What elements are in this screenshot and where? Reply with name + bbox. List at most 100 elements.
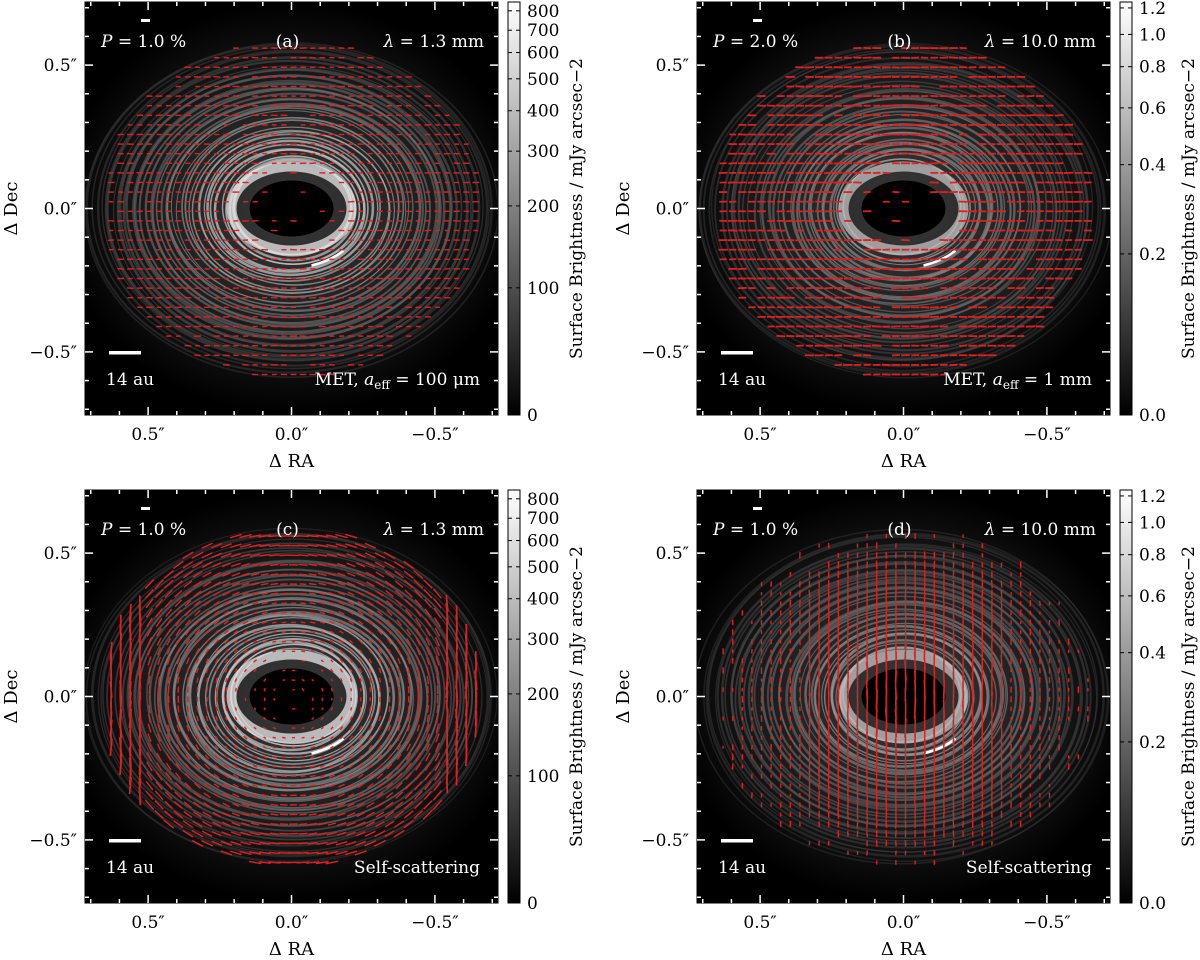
polarization-vector bbox=[202, 820, 213, 828]
x-tick-label: −0.5″ bbox=[1023, 425, 1071, 445]
polarization-vector bbox=[914, 799, 917, 811]
polarization-vector bbox=[202, 811, 212, 818]
disk-ring bbox=[730, 554, 1074, 834]
polarization-vector bbox=[258, 534, 272, 538]
polarization-vector bbox=[396, 762, 403, 771]
x-tick-label: 0.5″ bbox=[131, 913, 164, 933]
disk-ring bbox=[119, 69, 463, 347]
polarization-vector bbox=[346, 562, 356, 568]
polarization-vector bbox=[211, 830, 222, 837]
polarization-vector bbox=[1000, 761, 1003, 772]
polarization-variable: P bbox=[100, 32, 113, 52]
polarization-vector bbox=[368, 735, 373, 741]
polarization-vector bbox=[328, 812, 336, 817]
polarization-vector bbox=[330, 687, 333, 692]
disk-ring bbox=[214, 632, 374, 762]
polarization-value: = 1.0 % bbox=[112, 520, 186, 540]
polarization-vector bbox=[176, 666, 180, 675]
polarization-vector bbox=[827, 598, 830, 608]
polarization-vector bbox=[243, 764, 248, 769]
polarization-vector bbox=[253, 745, 258, 749]
polarization-vector bbox=[415, 743, 421, 752]
polarization-vector bbox=[310, 765, 316, 768]
polarization-scale-bar bbox=[753, 507, 762, 510]
polarization-vector bbox=[356, 802, 365, 808]
polarization-vector bbox=[260, 822, 269, 826]
polarization-vector bbox=[272, 631, 277, 634]
polarization-vector bbox=[384, 561, 395, 569]
polarization-vector bbox=[339, 764, 344, 769]
polarization-vector bbox=[395, 609, 403, 617]
polarization-vector bbox=[378, 658, 382, 664]
polarization-vector bbox=[948, 286, 959, 290]
polarization-vector bbox=[233, 658, 238, 664]
polarization-vector bbox=[359, 668, 363, 673]
polarization-vector bbox=[157, 733, 162, 742]
polarization-vector bbox=[359, 678, 362, 683]
polarization-vector bbox=[425, 637, 431, 646]
polarization-vector bbox=[259, 544, 270, 548]
disk-ring bbox=[122, 74, 459, 347]
disk-ring bbox=[724, 551, 1083, 842]
polarization-vector bbox=[344, 533, 358, 539]
disk-ring bbox=[191, 129, 391, 292]
polarization-vector bbox=[387, 638, 392, 645]
polarization-vector bbox=[833, 66, 843, 69]
polarization-vector bbox=[885, 561, 888, 569]
inner-rim bbox=[226, 649, 357, 744]
colorbar-tick-label: 0.4 bbox=[1139, 644, 1166, 664]
colorbar-tick-label: 700 bbox=[527, 509, 559, 529]
polarization-vector bbox=[260, 582, 269, 586]
polarization-vector bbox=[242, 620, 249, 625]
polarization-vector bbox=[251, 592, 259, 596]
polarization-vector bbox=[808, 636, 811, 648]
polarization-vector bbox=[167, 705, 170, 713]
colorbar-gradient bbox=[507, 1, 521, 416]
polarization-scale-label: P = 2.0 % bbox=[712, 32, 798, 52]
disk-ring bbox=[106, 59, 474, 358]
polarization-vector bbox=[251, 601, 259, 605]
polarization-vector bbox=[990, 579, 993, 589]
colorbar-tick-label: 400 bbox=[527, 102, 559, 122]
polarization-vector bbox=[232, 610, 240, 616]
panel-label: (a) bbox=[276, 32, 299, 52]
polarization-vector bbox=[253, 640, 258, 644]
polarization-vector bbox=[234, 726, 238, 731]
polarization-vector bbox=[258, 851, 271, 855]
polarization-vector bbox=[195, 658, 200, 664]
polarization-vector bbox=[145, 780, 154, 791]
polarization-vector bbox=[223, 764, 229, 769]
polarization-vector bbox=[728, 162, 738, 165]
polarization-vector bbox=[311, 736, 315, 739]
polarization-vector bbox=[824, 171, 834, 175]
polarization-vector bbox=[203, 782, 211, 789]
polarization-vector bbox=[243, 659, 248, 663]
polarization-vector bbox=[330, 659, 334, 663]
polarization-vector bbox=[375, 571, 385, 578]
disk-ring bbox=[128, 561, 456, 827]
polarization-vector bbox=[338, 601, 345, 606]
polarization-vector bbox=[253, 726, 257, 730]
polarization-vector bbox=[396, 744, 402, 751]
polarization-vector bbox=[426, 714, 430, 723]
polarization-vector bbox=[866, 819, 869, 829]
polarization-vector bbox=[205, 648, 210, 654]
colorbar-label: Surface Brightness / mJy arcsec−2 bbox=[567, 58, 587, 359]
polarization-vector bbox=[405, 608, 413, 617]
polarization-vector bbox=[374, 552, 386, 559]
polarization-vector bbox=[357, 783, 364, 789]
colorbar-label: Surface Brightness / mJy arcsec−2 bbox=[567, 546, 587, 847]
polarization-vector bbox=[214, 658, 219, 664]
polarization-vector bbox=[933, 799, 936, 811]
polarization-vector bbox=[128, 700, 132, 718]
polarization-vector bbox=[349, 658, 354, 664]
polarization-vector bbox=[377, 754, 383, 760]
polarization-vector bbox=[376, 782, 384, 789]
polarization-vector bbox=[271, 611, 277, 614]
polarization-vector bbox=[222, 581, 231, 587]
polarization-vector bbox=[384, 810, 395, 819]
polarization-vector bbox=[358, 629, 364, 635]
polarization-vector bbox=[301, 736, 305, 739]
polarization-vector bbox=[385, 801, 394, 809]
polarization-vector bbox=[386, 782, 393, 790]
